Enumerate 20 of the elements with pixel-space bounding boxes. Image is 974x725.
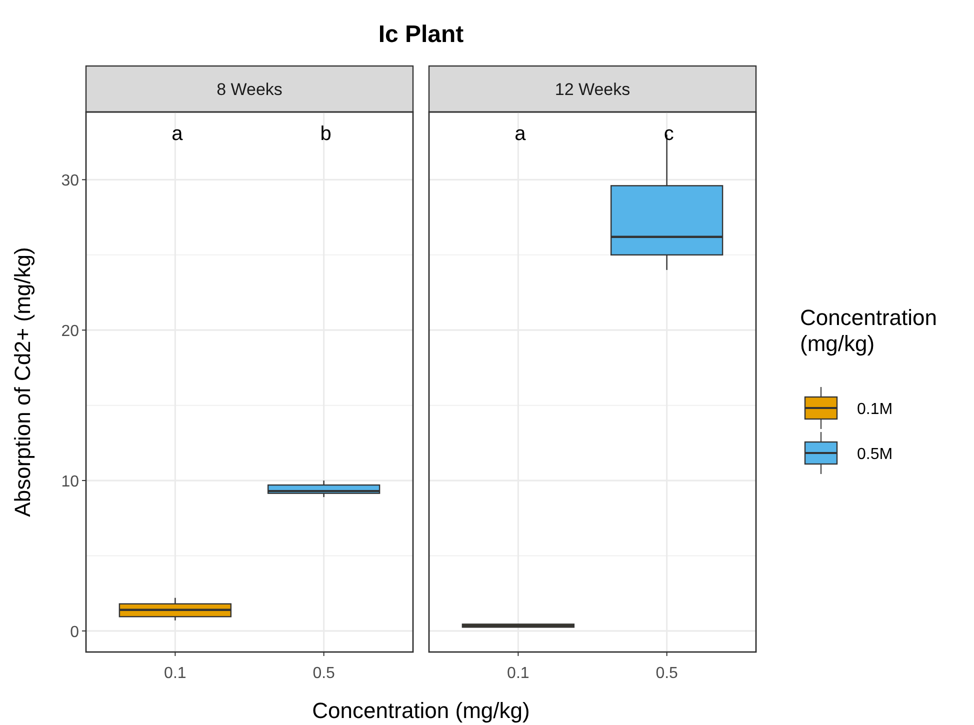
- y-tick-label: 30: [61, 172, 80, 190]
- annotation: c: [664, 123, 674, 145]
- x-tick-label: 0.1: [164, 665, 186, 682]
- chart-subtitle: 12 Weeks: [554, 80, 630, 99]
- y-tick-label: 20: [61, 323, 80, 340]
- chart-subtitle: 8 Weeks: [216, 80, 282, 99]
- legend-label: 0.1M: [857, 401, 893, 418]
- annotation: b: [320, 123, 332, 145]
- x-axis-title: Concentration (mg/kg): [312, 698, 530, 723]
- y-tick-label: 10: [61, 474, 80, 491]
- x-tick-label: 0.5: [312, 665, 336, 682]
- annotation: a: [172, 123, 184, 145]
- annotation: a: [514, 123, 527, 145]
- legend-title: Concentration (mg/kg): [800, 305, 937, 356]
- chart-title: Ic Plant: [378, 21, 464, 48]
- x-tick-label: 0.1: [507, 665, 530, 682]
- x-tick-label: 0.5: [656, 665, 678, 682]
- y-axis-title: Absorption of Cd2+ (mg/kg): [10, 247, 35, 517]
- y-tick-label: 0: [70, 624, 80, 641]
- legend-label: 0.5M: [857, 446, 893, 463]
